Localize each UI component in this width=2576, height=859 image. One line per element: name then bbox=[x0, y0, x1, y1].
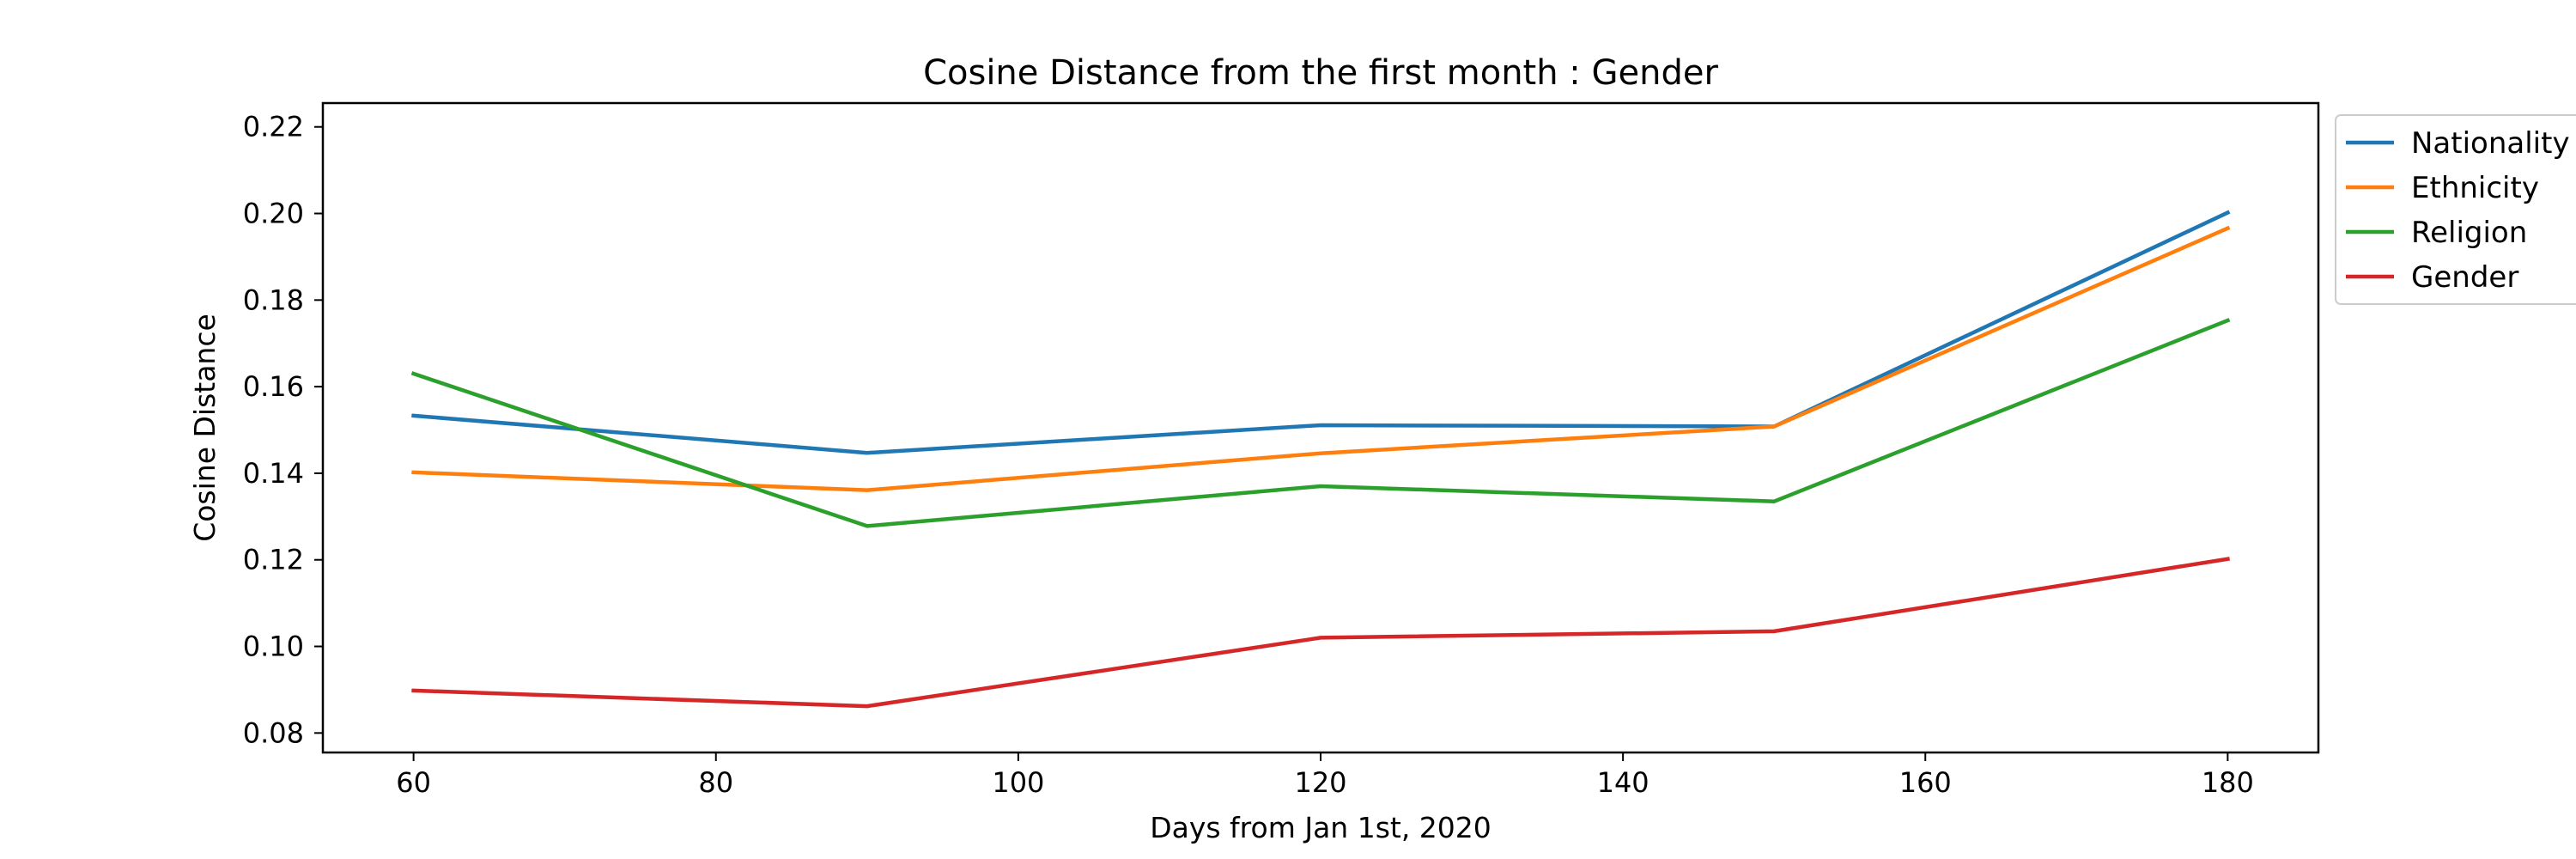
x-tick-label: 180 bbox=[2202, 766, 2254, 799]
plot-area-frame bbox=[321, 101, 2320, 754]
y-tick-label: 0.12 bbox=[243, 544, 304, 576]
x-tick-label: 160 bbox=[1899, 766, 1952, 799]
legend-label-nationality: Nationality bbox=[2411, 126, 2570, 161]
x-tick-label: 120 bbox=[1294, 766, 1346, 799]
x-axis: 60 80 100 120 140 160 180 bbox=[396, 752, 2254, 799]
legend-label-ethnicity: Ethnicity bbox=[2411, 171, 2539, 205]
y-tick-label: 0.18 bbox=[243, 283, 304, 316]
y-tick-label: 0.22 bbox=[243, 111, 304, 143]
y-tick-label: 0.10 bbox=[243, 631, 304, 663]
series-lines bbox=[410, 210, 2231, 709]
series-line-nationality bbox=[411, 210, 2231, 455]
y-tick-label: 0.16 bbox=[243, 370, 304, 403]
x-tick-label: 60 bbox=[396, 766, 431, 799]
series-line-ethnicity bbox=[411, 225, 2231, 492]
y-axis-title: Cosine Distance bbox=[188, 314, 222, 542]
series-line-religion bbox=[410, 318, 2231, 528]
x-tick-label: 100 bbox=[992, 766, 1044, 799]
x-axis-title: Days from Jan 1st, 2020 bbox=[1150, 811, 1492, 844]
y-tick-label: 0.20 bbox=[243, 198, 304, 230]
y-tick-label: 0.14 bbox=[243, 457, 304, 490]
legend-frame bbox=[2335, 114, 2576, 305]
legend-label-religion: Religion bbox=[2411, 216, 2527, 250]
legend-label-gender: Gender bbox=[2411, 260, 2518, 295]
y-tick-label: 0.08 bbox=[243, 716, 304, 749]
chart-title: Cosine Distance from the first month : G… bbox=[923, 53, 1718, 93]
x-tick-label: 80 bbox=[698, 766, 733, 799]
legend: Nationality Ethnicity Religion Gender bbox=[2335, 114, 2576, 305]
y-axis: 0.08 0.10 0.12 0.14 0.16 0.18 0.20 0.22 bbox=[243, 111, 323, 749]
series-line-gender bbox=[411, 557, 2230, 709]
x-tick-label: 140 bbox=[1597, 766, 1649, 799]
